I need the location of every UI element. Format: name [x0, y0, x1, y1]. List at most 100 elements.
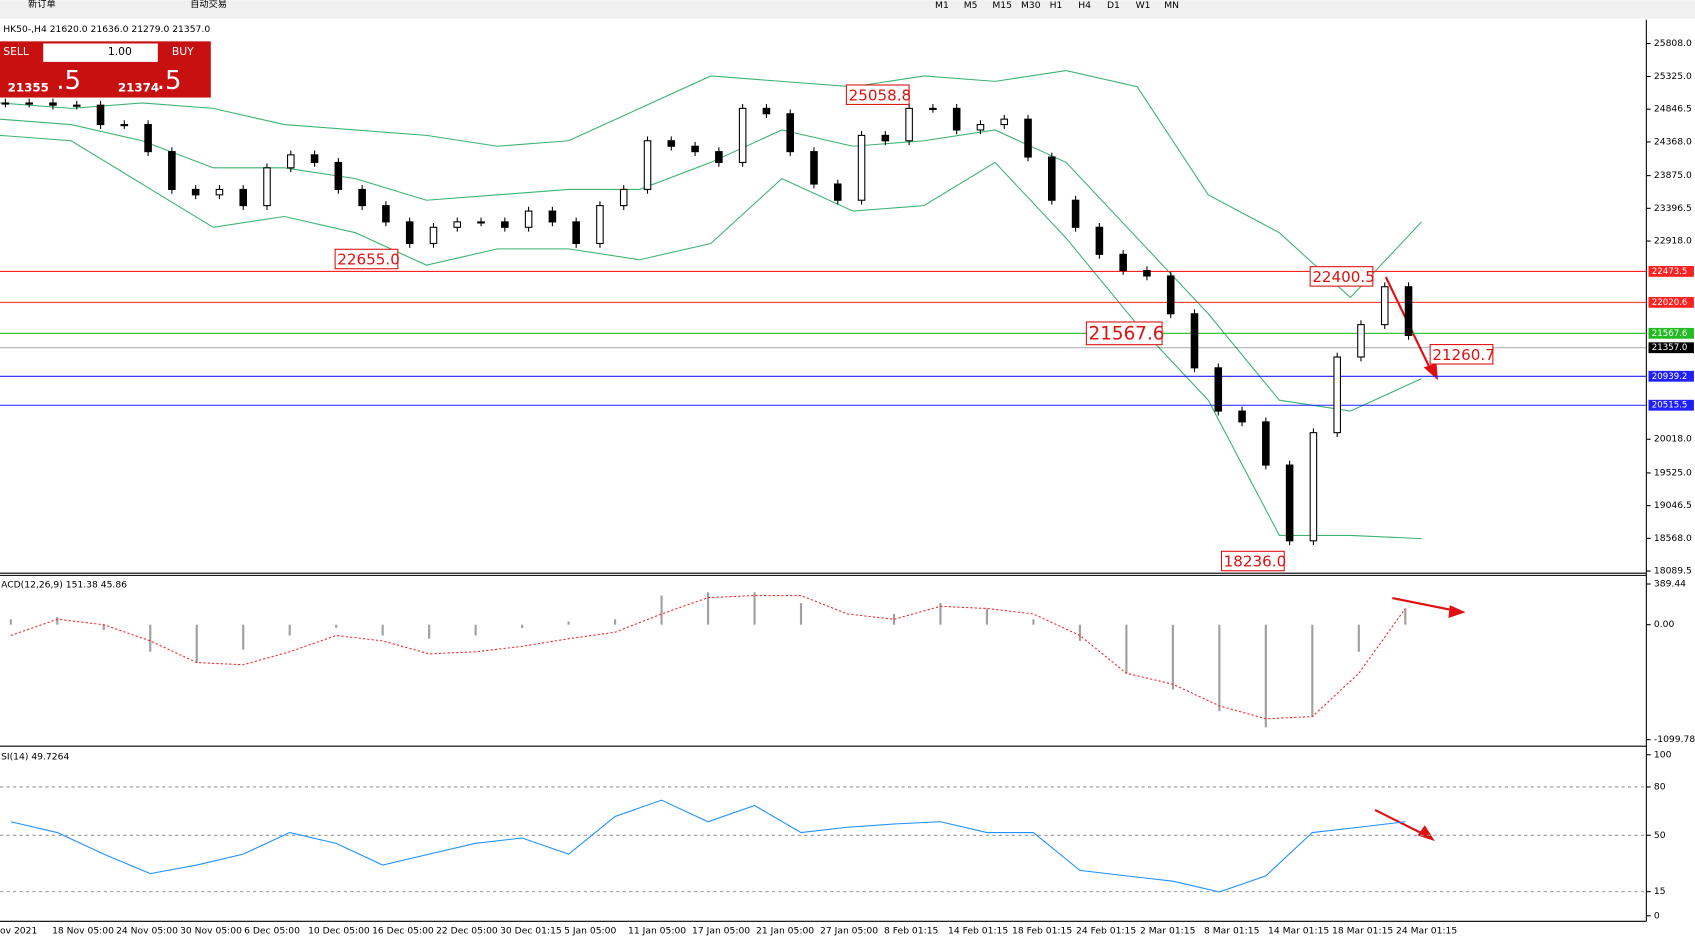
candle: [643, 140, 652, 190]
ask-price: 21374: [118, 80, 159, 94]
candle: [1071, 199, 1080, 228]
y-tick-label: 25808.0: [1654, 38, 1692, 49]
price-level-tag: [1648, 296, 1694, 308]
timeframe-button[interactable]: MN: [1164, 0, 1179, 11]
price-level-label: 22473.5: [1652, 267, 1688, 277]
candle: [1262, 421, 1270, 466]
candle: [1, 102, 10, 105]
price-level-tag: [1648, 399, 1694, 411]
annotation: 25058.8: [849, 86, 912, 104]
bid-price: 21355: [8, 80, 49, 94]
x-tick-label: 5 Jan 05:00: [564, 926, 616, 937]
y-tick-label: 24368.0: [1654, 136, 1692, 147]
annotation-box: [1220, 550, 1285, 572]
candle: [667, 140, 676, 147]
candle: [1214, 367, 1223, 412]
candle: [1166, 275, 1175, 315]
timeframe-button[interactable]: W1: [1136, 0, 1151, 11]
annotation-box: [845, 84, 910, 105]
candle: [334, 161, 343, 190]
candle: [905, 107, 913, 142]
x-tick-label: 16 Dec 05:00: [372, 926, 434, 937]
y-tick-label: 24846.5: [1654, 104, 1692, 115]
candle: [1000, 118, 1009, 126]
bollinger-band: [0, 70, 1422, 299]
candle: [1380, 286, 1389, 326]
price-level-label: 20939.2: [1652, 372, 1688, 382]
candle: [1048, 156, 1056, 201]
candle: [738, 107, 747, 163]
annotation: 22400.5: [1312, 268, 1375, 286]
buy-button[interactable]: BUY: [172, 45, 194, 58]
macd-signal: [10, 595, 1406, 720]
rsi-line: [10, 799, 1406, 893]
x-tick-label: 18 Nov 05:00: [52, 926, 114, 937]
candle: [881, 134, 890, 142]
candle: [857, 134, 866, 201]
candle: [715, 151, 723, 163]
candle: [215, 188, 224, 196]
y-tick-label: 18568.0: [1654, 533, 1692, 544]
x-tick-label: 14 Mar 01:15: [1268, 926, 1329, 937]
candle: [1024, 118, 1032, 158]
bollinger-band: [0, 134, 1422, 540]
candle: [1095, 226, 1104, 255]
timeframe-button[interactable]: H4: [1078, 0, 1091, 11]
x-tick-label: 8 Mar 01:15: [1204, 926, 1260, 937]
toolbar: [0, 0, 1695, 19]
y-tick-label: 389.44: [1654, 579, 1686, 590]
candle: [168, 151, 176, 190]
price-level-tag: [1648, 370, 1694, 382]
y-tick-label: 100: [1654, 749, 1672, 760]
y-tick-label: 15: [1654, 886, 1666, 897]
timeframe-button[interactable]: M5: [964, 0, 978, 11]
candle: [239, 188, 248, 207]
candle: [810, 151, 818, 185]
y-tick-label: -1099.78: [1654, 734, 1695, 745]
candle: [691, 145, 699, 153]
x-tick-label: 21 Jan 05:00: [756, 926, 814, 937]
candle: [25, 102, 33, 105]
candle: [762, 107, 771, 115]
candle: [310, 154, 319, 163]
symbol-info: HK50-,H4 21620.0 21636.0 21279.0 21357.0: [3, 24, 210, 35]
x-tick-label: 18 Mar 01:15: [1332, 926, 1393, 937]
candle: [191, 188, 200, 196]
timeframe-button[interactable]: M1: [935, 0, 949, 11]
candle: [786, 113, 794, 153]
toolbar-button[interactable]: 新订单: [28, 0, 56, 10]
x-tick-label: 27 Jan 05:00: [820, 926, 878, 937]
timeframe-button[interactable]: M30: [1021, 0, 1041, 11]
candle: [572, 221, 580, 245]
x-tick-label: 6 Dec 05:00: [244, 926, 300, 937]
timeframe-button[interactable]: M15: [992, 0, 1012, 11]
indicator-title: ACD(12,26,9) 151.38 45.86: [1, 580, 127, 591]
candle: [358, 188, 366, 207]
price-level-tag: [1648, 266, 1694, 277]
y-tick-label: 18089.5: [1654, 566, 1692, 577]
candle: [1357, 324, 1365, 358]
y-tick-label: 20018.0: [1654, 434, 1692, 445]
lot-input[interactable]: 1.00: [108, 45, 132, 58]
timeframe-button[interactable]: H1: [1050, 0, 1063, 11]
toolbar-button[interactable]: 自动交易: [190, 0, 227, 10]
y-tick-label: 19046.5: [1654, 500, 1692, 511]
x-tick-label: 24 Feb 01:15: [1076, 926, 1136, 937]
candle: [1333, 356, 1341, 434]
candle: [1238, 410, 1246, 423]
y-tick-label: 0.00: [1654, 619, 1675, 630]
candle: [1143, 270, 1151, 277]
candle: [405, 221, 414, 245]
timeframe-button[interactable]: D1: [1107, 0, 1120, 11]
annotation-box: [1309, 266, 1374, 287]
x-tick-label: 24 Mar 01:15: [1396, 926, 1457, 937]
candle: [833, 183, 842, 201]
candle: [1309, 432, 1318, 542]
y-tick-label: 80: [1654, 781, 1666, 792]
y-tick-label: 50: [1654, 830, 1666, 841]
sell-button[interactable]: SELL: [3, 45, 29, 58]
candle: [596, 205, 604, 245]
x-tick-label: ov 2021: [0, 926, 37, 937]
